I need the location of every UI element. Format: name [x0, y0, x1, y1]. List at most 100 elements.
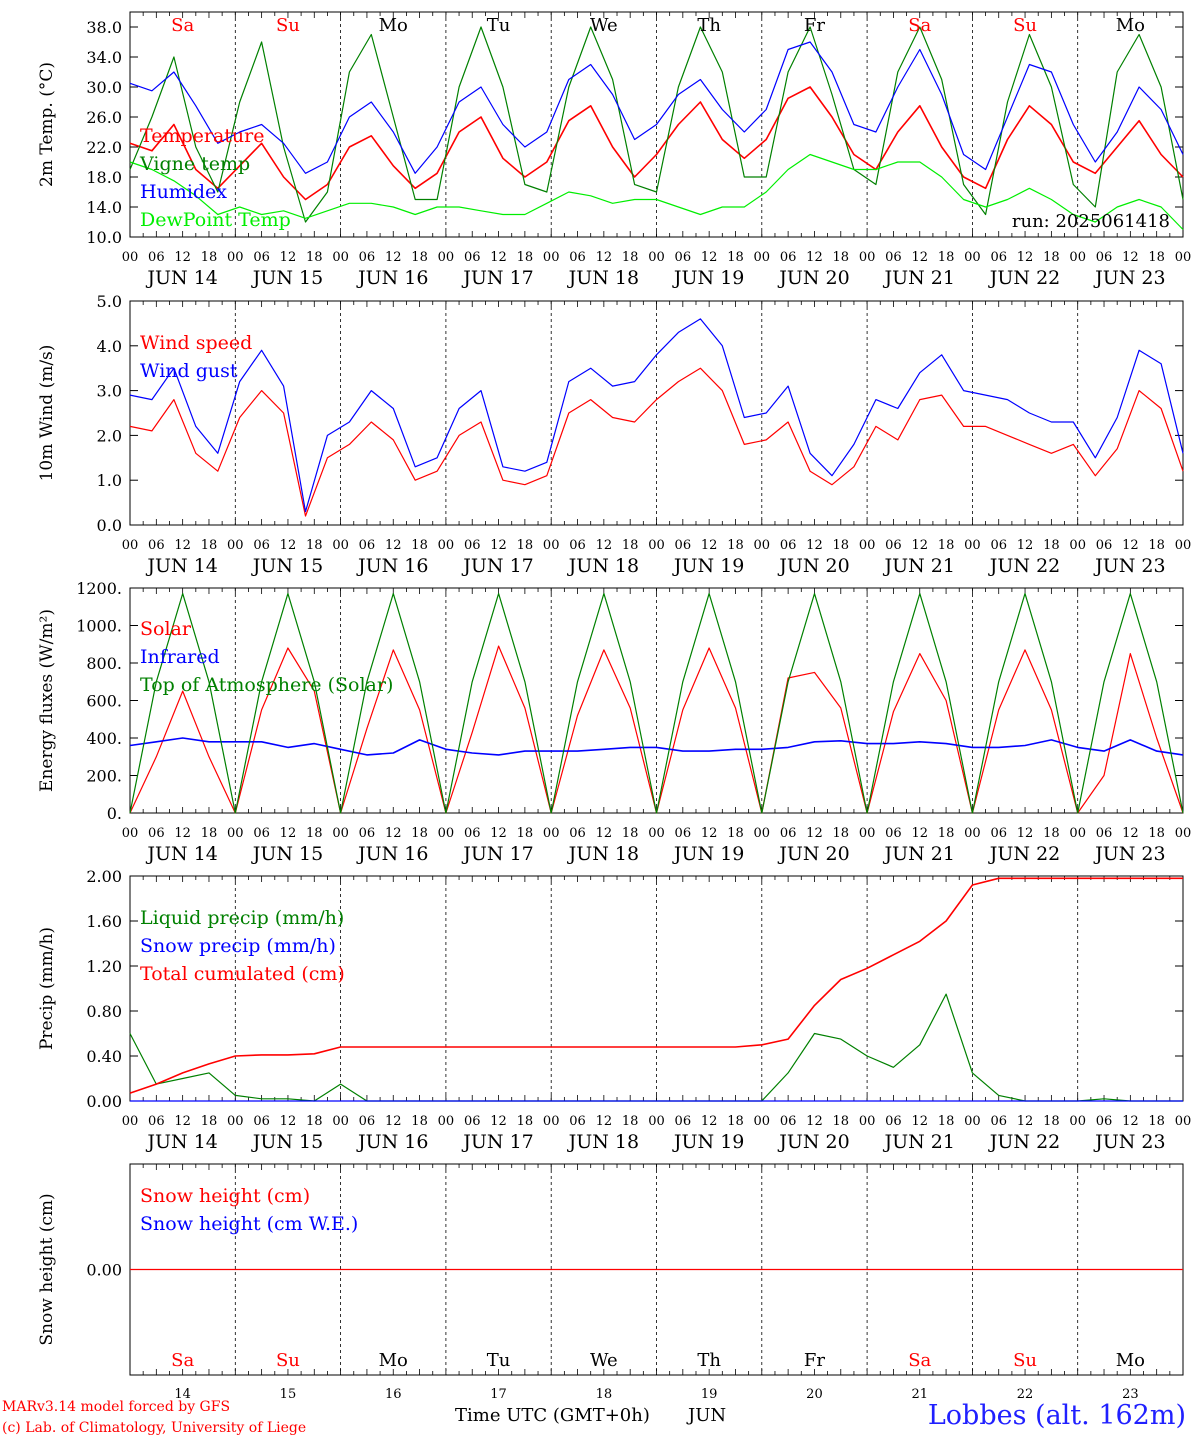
- hour-tick-label: 00: [1069, 1114, 1086, 1129]
- hour-tick-label: 06: [464, 1114, 481, 1129]
- day-name: Tu: [487, 1350, 511, 1371]
- hour-tick-label: 18: [938, 1114, 955, 1129]
- hour-tick-label: 12: [701, 826, 718, 841]
- date-label: JUN 22: [988, 555, 1060, 577]
- hour-tick-label: 18: [833, 1114, 850, 1129]
- legend-entry: DewPoint Temp: [140, 209, 291, 231]
- hour-tick-label: 18: [833, 250, 850, 265]
- day-number-label: 18: [596, 1387, 613, 1402]
- hour-tick-label: 18: [517, 538, 534, 553]
- hour-tick-label: 12: [174, 1114, 191, 1129]
- hour-tick-label: 06: [569, 1114, 586, 1129]
- day-name: Sa: [171, 15, 194, 36]
- hour-tick-label: 18: [201, 1114, 218, 1129]
- hour-tick-label: 12: [701, 250, 718, 265]
- y-tick-label: 22.0: [86, 138, 122, 157]
- hour-tick-label: 18: [1043, 538, 1060, 553]
- date-label: JUN 22: [988, 1131, 1060, 1153]
- legend-entry: Infrared: [140, 646, 220, 668]
- day-name: Tu: [487, 15, 511, 36]
- hour-tick-label: 00: [859, 1114, 876, 1129]
- series-line-humidex: [129, 41, 1184, 174]
- hour-tick-label: 18: [201, 538, 218, 553]
- date-label: JUN 21: [883, 267, 955, 289]
- day-name: Sa: [908, 1350, 931, 1371]
- y-tick-label: 3.0: [97, 382, 122, 401]
- hour-tick-label: 06: [780, 826, 797, 841]
- date-label: JUN 15: [251, 1131, 323, 1153]
- y-tick-label: 14.0: [86, 198, 122, 217]
- y-axis-label: Precip (mm/h): [37, 927, 57, 1050]
- hour-tick-label: 18: [1148, 538, 1165, 553]
- day-number-label: 22: [1017, 1387, 1034, 1402]
- hour-tick-label: 12: [806, 826, 823, 841]
- hour-tick-label: 06: [885, 538, 902, 553]
- plot-frame: [129, 587, 1184, 814]
- hour-tick-label: 12: [280, 1114, 297, 1129]
- day-number-label: 16: [385, 1387, 402, 1402]
- y-tick-label: 18.0: [86, 168, 122, 187]
- hour-tick-label: 00: [122, 538, 139, 553]
- hour-tick-label: 00: [122, 826, 139, 841]
- hour-tick-label: 00: [332, 826, 349, 841]
- hour-tick-label: 00: [648, 826, 665, 841]
- station-name: Lobbes (alt. 162m): [927, 1400, 1186, 1431]
- hour-tick-label: 06: [148, 250, 165, 265]
- y-tick-label: 0.80: [86, 1002, 122, 1021]
- legend-entry: Top of Atmosphere (Solar): [140, 674, 393, 696]
- hour-tick-label: 12: [701, 538, 718, 553]
- hour-tick-label: 12: [596, 538, 613, 553]
- date-label: JUN 21: [883, 1131, 955, 1153]
- hour-tick-label: 18: [1043, 250, 1060, 265]
- day-number-label: 14: [174, 1387, 191, 1402]
- hour-tick-label: 06: [464, 538, 481, 553]
- hour-tick-label: 18: [306, 1114, 323, 1129]
- legend-entry: Total cumulated (cm): [140, 963, 345, 985]
- series-line-total-cumulated-cm: [129, 877, 1183, 1094]
- date-label: JUN 18: [567, 555, 639, 577]
- hour-tick-label: 00: [964, 538, 981, 553]
- hour-tick-label: 06: [885, 1114, 902, 1129]
- hour-tick-label: 12: [1122, 826, 1139, 841]
- hour-tick-label: 12: [385, 1114, 402, 1129]
- hour-tick-label: 00: [227, 250, 244, 265]
- legend-entry: Solar: [140, 618, 192, 640]
- hour-tick-label: 00: [122, 250, 139, 265]
- y-tick-label: 0.: [107, 804, 122, 823]
- date-label: JUN 19: [672, 555, 744, 577]
- hour-tick-label: 12: [596, 826, 613, 841]
- y-tick-label: 38.0: [86, 18, 122, 37]
- hour-tick-label: 18: [938, 538, 955, 553]
- date-label: JUN 22: [988, 843, 1060, 865]
- hour-tick-label: 18: [622, 826, 639, 841]
- run-annotation: run: 2025061418: [1012, 211, 1170, 232]
- date-label: JUN 17: [461, 1131, 533, 1153]
- legend-entry: Snow height (cm W.E.): [140, 1213, 358, 1235]
- hour-tick-label: 18: [727, 1114, 744, 1129]
- hour-tick-label: 12: [1122, 538, 1139, 553]
- hour-tick-label: 12: [174, 250, 191, 265]
- day-name: Su: [276, 1350, 300, 1371]
- y-tick-label: 600.: [86, 692, 122, 711]
- hour-tick-label: 00: [438, 826, 455, 841]
- hour-tick-label: 06: [780, 1114, 797, 1129]
- date-label: JUN 23: [1093, 843, 1165, 865]
- y-tick-label: 2.00: [86, 867, 122, 886]
- hour-tick-label: 06: [359, 1114, 376, 1129]
- hour-tick-label: 06: [148, 538, 165, 553]
- hour-tick-label: 00: [859, 826, 876, 841]
- hour-tick-label: 18: [727, 538, 744, 553]
- legend-entry: Snow height (cm): [140, 1185, 310, 1207]
- hour-tick-label: 12: [280, 538, 297, 553]
- y-tick-label: 400.: [86, 729, 122, 748]
- hour-tick-label: 18: [622, 1114, 639, 1129]
- hour-tick-label: 06: [569, 250, 586, 265]
- date-label: JUN 14: [145, 555, 217, 577]
- day-name: Su: [1013, 15, 1037, 36]
- hour-tick-label: 12: [911, 826, 928, 841]
- hour-tick-label: 00: [754, 250, 771, 265]
- hour-tick-label: 12: [490, 250, 507, 265]
- hour-tick-label: 12: [806, 250, 823, 265]
- hour-tick-label: 00: [1069, 826, 1086, 841]
- y-tick-label: 1.0: [97, 471, 122, 490]
